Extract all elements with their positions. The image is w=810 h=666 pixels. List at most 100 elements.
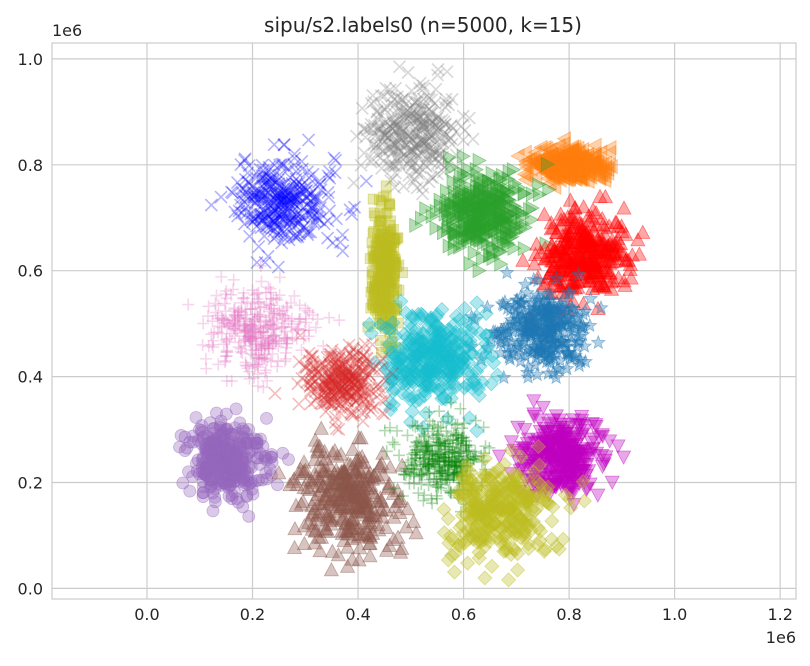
data-point bbox=[408, 126, 422, 140]
data-point bbox=[586, 156, 601, 172]
data-point bbox=[388, 159, 403, 173]
data-point bbox=[242, 176, 256, 190]
data-point bbox=[251, 187, 265, 201]
data-point bbox=[407, 108, 421, 122]
data-point bbox=[566, 162, 581, 179]
data-point bbox=[389, 113, 403, 128]
data-point bbox=[547, 152, 563, 168]
data-point bbox=[302, 208, 316, 222]
data-point bbox=[410, 181, 424, 195]
data-point bbox=[561, 147, 576, 164]
data-point bbox=[381, 130, 395, 145]
data-point bbox=[326, 236, 340, 250]
data-point bbox=[275, 187, 289, 201]
data-point bbox=[301, 225, 316, 239]
data-point bbox=[283, 171, 297, 185]
data-point bbox=[396, 121, 410, 135]
data-point bbox=[386, 264, 398, 276]
data-point bbox=[276, 212, 290, 226]
data-point bbox=[445, 137, 459, 151]
data-point bbox=[250, 436, 264, 450]
data-point bbox=[578, 155, 594, 171]
data-point bbox=[385, 89, 399, 103]
data-point bbox=[380, 124, 395, 138]
data-point bbox=[241, 175, 255, 189]
data-point bbox=[364, 96, 378, 111]
data-point bbox=[278, 227, 293, 241]
data-point bbox=[308, 193, 322, 207]
data-point bbox=[300, 191, 314, 205]
data-point bbox=[570, 158, 586, 174]
data-point bbox=[275, 195, 289, 209]
data-point bbox=[412, 109, 426, 124]
data-point bbox=[456, 133, 470, 147]
data-point bbox=[279, 190, 293, 204]
data-point bbox=[544, 153, 559, 170]
data-point bbox=[248, 212, 262, 227]
data-point bbox=[553, 150, 568, 167]
data-point bbox=[269, 211, 283, 225]
data-point bbox=[258, 210, 272, 224]
data-point bbox=[277, 200, 291, 214]
data-point bbox=[274, 157, 288, 171]
data-point bbox=[425, 115, 439, 130]
data-point bbox=[436, 135, 450, 150]
data-point bbox=[263, 175, 277, 189]
data-point bbox=[378, 133, 392, 148]
data-point bbox=[300, 165, 314, 179]
data-point bbox=[405, 144, 419, 158]
data-point bbox=[189, 411, 203, 424]
data-point bbox=[292, 175, 306, 190]
data-point bbox=[240, 206, 254, 220]
data-point bbox=[591, 167, 606, 183]
data-point bbox=[422, 102, 437, 116]
data-point bbox=[393, 131, 408, 145]
data-point bbox=[289, 172, 303, 186]
data-point bbox=[400, 145, 414, 159]
data-point bbox=[287, 151, 302, 165]
data-point bbox=[415, 115, 429, 129]
data-point bbox=[587, 137, 602, 154]
data-point bbox=[267, 184, 281, 198]
data-point bbox=[394, 133, 408, 147]
data-point bbox=[395, 129, 409, 143]
data-point bbox=[328, 166, 342, 180]
data-point bbox=[388, 137, 402, 151]
data-point bbox=[410, 95, 424, 109]
data-point bbox=[281, 182, 295, 196]
data-point bbox=[248, 195, 262, 209]
data-point bbox=[270, 191, 285, 205]
data-point bbox=[272, 179, 286, 193]
data-point bbox=[581, 168, 596, 184]
data-point bbox=[393, 137, 407, 151]
data-point bbox=[290, 190, 304, 204]
data-point bbox=[262, 186, 276, 200]
data-point bbox=[229, 402, 243, 416]
data-point bbox=[304, 186, 318, 201]
data-point bbox=[285, 208, 299, 222]
data-point bbox=[295, 162, 309, 176]
data-point bbox=[419, 139, 433, 153]
data-point bbox=[251, 192, 265, 206]
data-point bbox=[540, 162, 555, 178]
data-point bbox=[374, 122, 388, 136]
data-point bbox=[259, 466, 273, 480]
data-point bbox=[550, 163, 565, 179]
data-point bbox=[247, 188, 261, 202]
data-point bbox=[517, 171, 533, 188]
data-point bbox=[403, 107, 418, 121]
plot-area-frame bbox=[51, 42, 797, 600]
data-point bbox=[425, 114, 439, 128]
data-point bbox=[561, 154, 577, 171]
data-point bbox=[423, 131, 437, 146]
data-point bbox=[379, 128, 393, 142]
data-point bbox=[535, 161, 550, 177]
data-point bbox=[283, 214, 297, 228]
data-point bbox=[277, 231, 291, 245]
data-point bbox=[261, 249, 275, 263]
data-point bbox=[223, 478, 237, 492]
data-point bbox=[259, 184, 273, 198]
data-point bbox=[299, 184, 313, 198]
data-point bbox=[426, 105, 440, 120]
data-point bbox=[246, 189, 260, 204]
